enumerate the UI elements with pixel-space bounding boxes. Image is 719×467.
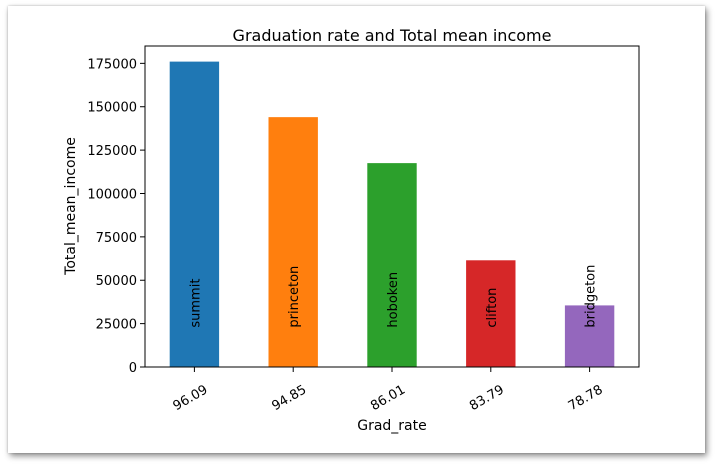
y-tick-label: 150000 (87, 101, 137, 116)
bar-label-bridgeton: bridgeton (584, 265, 599, 328)
bar-label-princeton: princeton (287, 266, 302, 328)
y-tick-label: 175000 (87, 57, 137, 72)
y-axis-label: Total_mean_income (63, 137, 79, 276)
x-tick-label: 94.85 (269, 382, 309, 414)
bar-princeton (268, 117, 318, 368)
chart-frame (8, 6, 705, 453)
y-tick-label: 50000 (96, 274, 137, 289)
y-tick-label: 0 (129, 361, 137, 376)
y-tick-label: 75000 (96, 231, 137, 246)
y-axis: 0 25000 50000 75000 100000 125000 150000 175000 (87, 57, 145, 376)
bar-label-clifton: clifton (485, 288, 500, 328)
x-axis-label: Grad_rate (357, 418, 427, 434)
bar-clifton (466, 260, 516, 367)
x-tick-label: 86.01 (368, 382, 408, 414)
bar-summit (169, 61, 220, 368)
chart-title: Graduation rate and Total mean income (233, 26, 552, 45)
bar-bridgeton (564, 305, 615, 367)
bar-label-hoboken: hoboken (386, 272, 401, 328)
x-tick-label: 83.79 (467, 382, 507, 414)
y-tick-label: 25000 (96, 318, 137, 333)
bar-label-summit: summit (188, 279, 203, 328)
x-tick-label: 96.09 (171, 382, 211, 414)
bars-group (169, 61, 615, 368)
y-tick-label: 100000 (87, 187, 137, 202)
bar-labels-group: summit princeton hoboken clifton bridgeton (188, 265, 598, 328)
bar-hoboken (367, 163, 417, 367)
y-tick-label: 125000 (87, 144, 137, 159)
x-tick-label: 78.78 (566, 382, 606, 414)
x-axis: 96.09 94.85 86.01 83.79 78.78 (171, 367, 606, 414)
